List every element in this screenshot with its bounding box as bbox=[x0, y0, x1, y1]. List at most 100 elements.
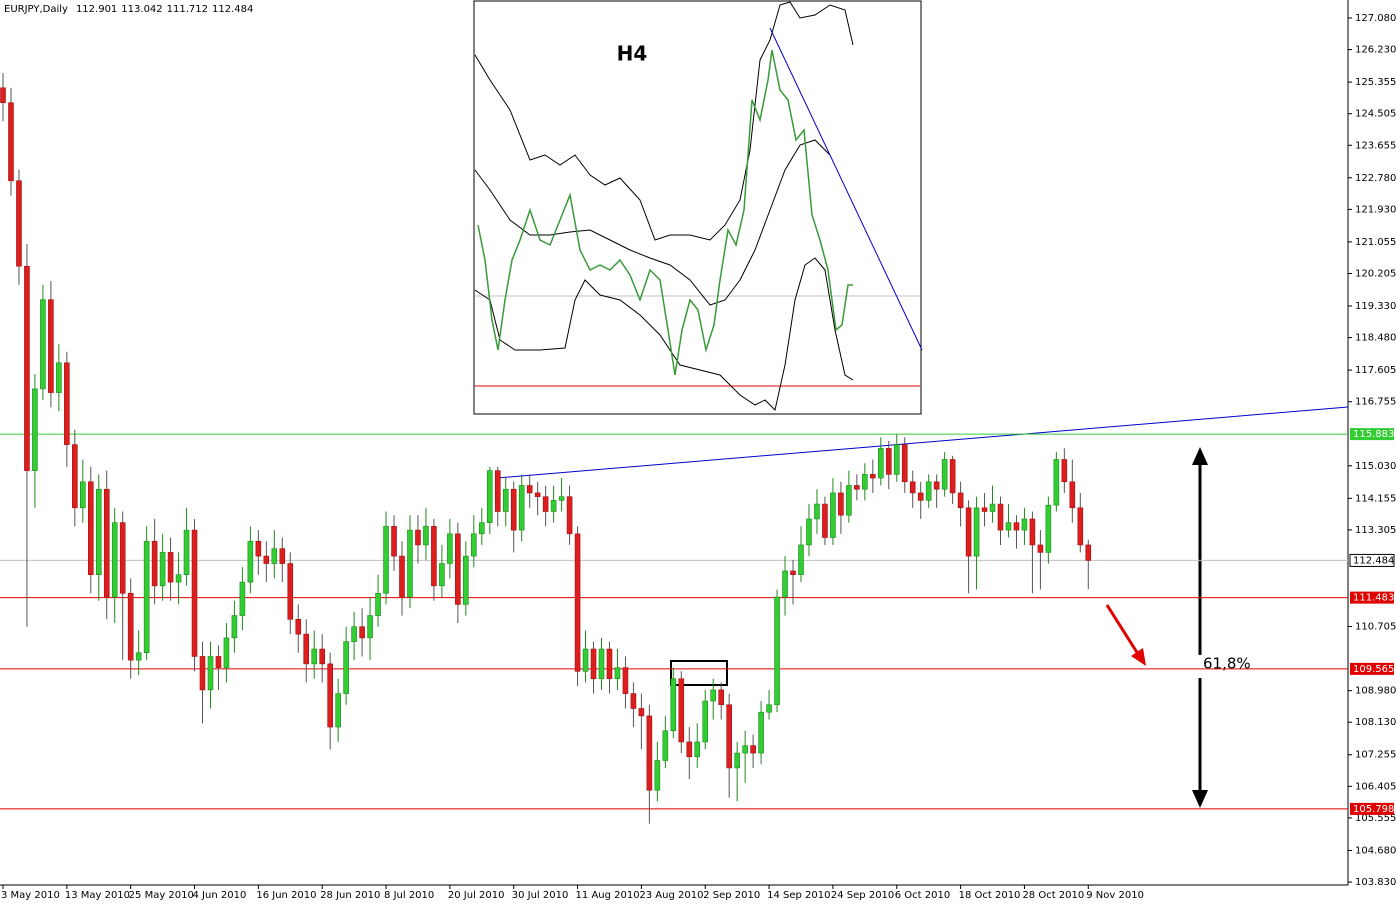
candle-body bbox=[774, 596, 780, 706]
level-label-box bbox=[1350, 591, 1394, 604]
candle-body bbox=[247, 540, 254, 583]
x-tick-label: 8 Jul 2010 bbox=[384, 890, 434, 901]
header-close: 112.484 bbox=[212, 4, 253, 15]
candle-body bbox=[1021, 518, 1028, 531]
candle-body bbox=[582, 648, 589, 672]
candle-body bbox=[957, 492, 964, 509]
candle-body bbox=[965, 507, 972, 557]
candle-body bbox=[981, 507, 988, 512]
candle-body bbox=[127, 592, 134, 661]
candle-body bbox=[622, 667, 629, 694]
y-tick-label: 116.755 bbox=[1355, 397, 1396, 408]
candle-body bbox=[0, 87, 6, 104]
x-tick-label: 9 Nov 2010 bbox=[1086, 890, 1144, 901]
inset-lower-band bbox=[474, 257, 854, 411]
x-tick-label: 30 Jul 2010 bbox=[512, 890, 569, 901]
candle-body bbox=[1085, 544, 1092, 561]
candle-body bbox=[24, 265, 30, 471]
candle-body bbox=[40, 299, 46, 390]
candle-body bbox=[590, 648, 597, 680]
candle-body bbox=[949, 459, 956, 494]
candle-body bbox=[782, 570, 788, 598]
candle-body bbox=[191, 529, 198, 657]
inset-middle-band bbox=[474, 139, 831, 306]
candle-body bbox=[175, 574, 182, 583]
candle-body bbox=[279, 548, 286, 564]
candle-body bbox=[463, 555, 469, 605]
candle-body bbox=[119, 522, 126, 594]
candle-body bbox=[542, 496, 549, 512]
candle-body bbox=[367, 615, 373, 639]
candle-body bbox=[431, 526, 437, 587]
y-tick-label: 117.605 bbox=[1355, 365, 1396, 376]
candle-body bbox=[1077, 507, 1084, 546]
candle-body bbox=[478, 522, 485, 535]
candle-body bbox=[143, 540, 150, 654]
candle-body bbox=[806, 518, 812, 546]
candle-body bbox=[678, 678, 685, 743]
level-label: 115.883 bbox=[1353, 429, 1394, 440]
red-arrow bbox=[1105, 604, 1146, 666]
candle-body bbox=[111, 522, 118, 598]
candle-body bbox=[694, 741, 701, 758]
candle-body bbox=[319, 648, 326, 665]
candle-body bbox=[1037, 544, 1044, 553]
candle-body bbox=[423, 526, 429, 546]
candle-body bbox=[870, 474, 876, 479]
inset-frame bbox=[473, 0, 922, 415]
x-tick-label: 24 Sep 2010 bbox=[831, 890, 894, 901]
level-label: 111.483 bbox=[1353, 593, 1394, 604]
candle-body bbox=[941, 459, 948, 490]
candle-body bbox=[303, 633, 310, 665]
candle-body bbox=[471, 533, 477, 557]
candle-body bbox=[973, 507, 980, 557]
candle-body bbox=[494, 470, 501, 512]
candle-body bbox=[271, 548, 278, 564]
candle-body bbox=[167, 552, 174, 583]
candle-body bbox=[758, 711, 764, 754]
candle-body bbox=[726, 704, 732, 769]
level-label-box bbox=[1350, 802, 1394, 815]
level-label: 109.565 bbox=[1353, 664, 1394, 675]
retracement-arrow bbox=[1192, 447, 1208, 808]
y-tick-label: 122.780 bbox=[1355, 173, 1396, 184]
y-tick-label: 119.330 bbox=[1355, 301, 1396, 312]
candle-body bbox=[734, 752, 740, 769]
inset-upper-band bbox=[474, 1, 854, 241]
header-low: 111.712 bbox=[167, 4, 208, 15]
candle-body bbox=[8, 102, 14, 182]
candle-body bbox=[606, 648, 613, 680]
candle-body bbox=[814, 503, 820, 520]
candle-body bbox=[502, 488, 509, 512]
candle-body bbox=[295, 618, 302, 635]
candle-body bbox=[766, 704, 772, 713]
candle-body bbox=[798, 544, 804, 575]
candle-body bbox=[486, 470, 493, 523]
candle-body bbox=[822, 503, 828, 538]
candle-body bbox=[790, 570, 796, 575]
x-tick-label: 4 Jun 2010 bbox=[193, 890, 247, 901]
candle-body bbox=[455, 533, 461, 605]
candle-body bbox=[662, 730, 669, 761]
candle-body bbox=[909, 481, 916, 494]
candle-body bbox=[702, 700, 709, 743]
y-tick-label: 125.355 bbox=[1355, 77, 1396, 88]
candle-body bbox=[630, 693, 637, 709]
x-tick-label: 3 May 2010 bbox=[1, 890, 60, 901]
candle-body bbox=[16, 180, 22, 267]
candle-body bbox=[830, 492, 836, 538]
candle-body bbox=[231, 615, 238, 639]
y-tick-label: 124.505 bbox=[1355, 109, 1396, 120]
y-tick-label: 118.480 bbox=[1355, 333, 1396, 344]
candle-body bbox=[526, 485, 533, 494]
y-tick-label: 104.680 bbox=[1355, 845, 1396, 856]
header-high: 113.042 bbox=[121, 4, 162, 15]
x-tick-label: 2 Sep 2010 bbox=[703, 890, 760, 901]
candle-body bbox=[917, 492, 924, 501]
candle-body bbox=[87, 481, 94, 575]
y-tick-label: 107.255 bbox=[1355, 750, 1396, 761]
candle-body bbox=[838, 492, 844, 516]
inset-title: H4 bbox=[617, 42, 648, 66]
candle-body bbox=[534, 492, 541, 497]
